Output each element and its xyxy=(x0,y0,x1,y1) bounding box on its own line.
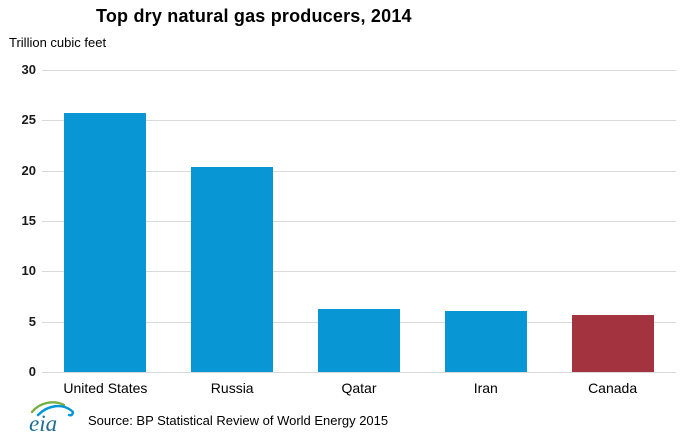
gridline-y-10 xyxy=(42,271,676,273)
footer: eia Source: BP Statistical Review of Wor… xyxy=(0,396,684,439)
x-tick-label-iran: Iran xyxy=(473,380,498,396)
source-note: Source: BP Statistical Review of World E… xyxy=(88,413,389,428)
bar-russia xyxy=(191,166,274,372)
y-tick-label-15: 15 xyxy=(21,213,36,228)
bar-qatar xyxy=(318,308,400,372)
plot-area: 0 5 10 15 20 25 30 United States Russia Qatar Iran… xyxy=(22,62,676,396)
x-tick-label-qatar: Qatar xyxy=(341,380,377,396)
chart-title: Top dry natural gas producers, 2014 xyxy=(96,6,412,26)
y-tick-label-10: 10 xyxy=(21,263,36,279)
eia-logo-green-swoosh xyxy=(30,401,66,414)
y-tick-label-25: 25 xyxy=(21,112,36,128)
y-tick-label-20: 20 xyxy=(21,162,36,178)
eia-logo-text: eia xyxy=(29,411,57,436)
gridline-y-0 xyxy=(42,372,676,373)
x-tick-label-united-states: United States xyxy=(63,380,148,396)
bar-united-states xyxy=(64,113,147,372)
bar-iran xyxy=(444,310,527,372)
y-tick-label-5: 5 xyxy=(28,313,36,329)
eia-logo-blue-swoosh xyxy=(36,404,74,417)
gridline-y-15 xyxy=(42,221,676,222)
eia-logo: eia xyxy=(29,401,74,436)
gridline-y-25 xyxy=(42,120,676,122)
gridline-y-30 xyxy=(42,70,676,71)
y-axis-units-label: Trillion cubic feet xyxy=(9,35,107,50)
gridline-y-20 xyxy=(42,170,676,172)
x-tick-label-canada: Canada xyxy=(588,380,638,396)
y-tick-label-30: 30 xyxy=(21,62,36,77)
y-tick-label-0: 0 xyxy=(28,364,36,379)
bar-canada xyxy=(571,314,654,372)
x-tick-label-russia: Russia xyxy=(210,380,254,396)
